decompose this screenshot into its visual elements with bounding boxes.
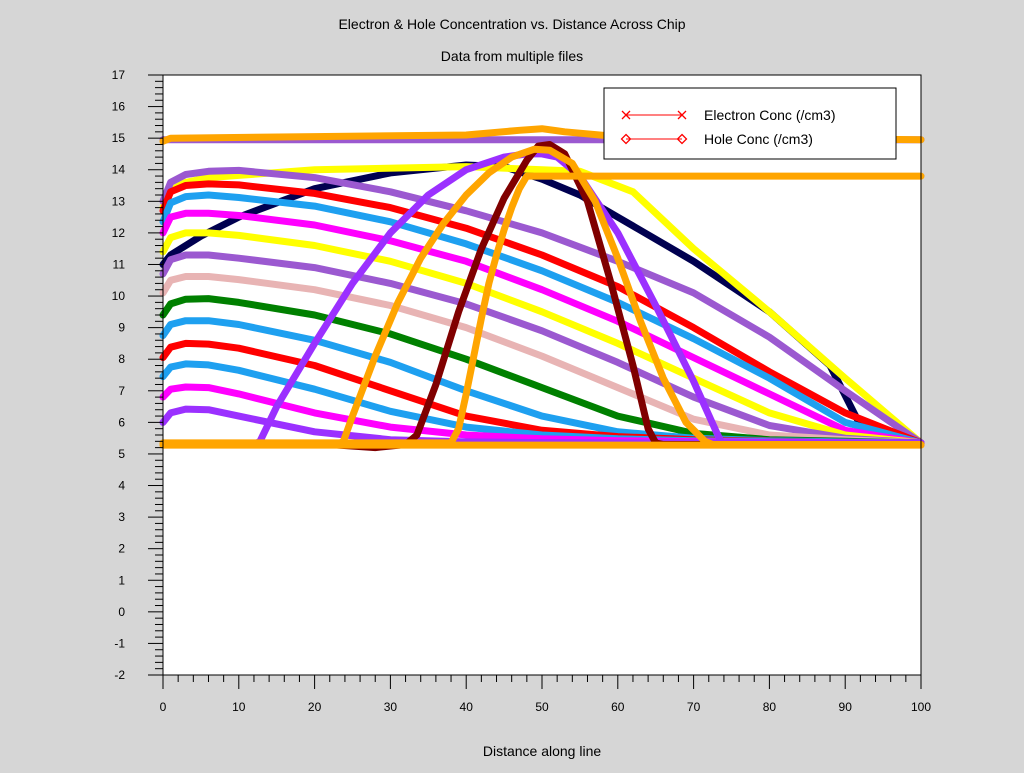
x-tick-label: 20: [308, 700, 322, 714]
y-tick-label: 15: [112, 131, 126, 145]
legend-box: [603, 87, 897, 160]
y-tick-label: 17: [112, 68, 126, 82]
x-axis-label: Distance along line: [483, 743, 602, 759]
series-line-6: [159, 180, 925, 447]
y-tick-label: 16: [112, 100, 126, 114]
series-line-20: [159, 145, 925, 448]
series-line-5: [159, 166, 925, 447]
x-tick-label: 10: [232, 700, 246, 714]
y-tick-label: 9: [118, 321, 125, 335]
legend-label-electron: Electron Conc (/cm3): [704, 107, 835, 123]
y-tick-label: 7: [118, 384, 125, 398]
y-tick-label: -2: [114, 668, 125, 682]
x-tick-label: 100: [911, 700, 931, 714]
legend-marker-x: [621, 110, 687, 120]
legend-marker-diamond: [620, 133, 688, 145]
series-layer: [159, 125, 925, 452]
x-tick-label: 0: [160, 700, 167, 714]
y-tick-label: 4: [118, 479, 125, 493]
y-tick-label: 0: [118, 605, 125, 619]
x-tick-label: 80: [763, 700, 777, 714]
y-tick-label: -1: [114, 636, 125, 650]
y-tick-label: 14: [112, 163, 126, 177]
series-line-10: [159, 251, 925, 447]
x-tick-label: 90: [839, 700, 853, 714]
x-tick-label: 30: [384, 700, 398, 714]
y-tick-label: 6: [118, 415, 125, 429]
y-tick-label: 12: [112, 226, 126, 240]
y-tick-label: 8: [118, 352, 125, 366]
y-tick-label: 10: [112, 289, 126, 303]
y-tick-label: 3: [118, 510, 125, 524]
plot-area: [163, 75, 921, 675]
chart-title: Electron & Hole Concentration vs. Distan…: [338, 16, 685, 32]
x-tick-label: 70: [687, 700, 701, 714]
series-line-21: [159, 172, 925, 447]
y-tick-label: 5: [118, 447, 125, 461]
legend-label-hole: Hole Conc (/cm3): [704, 131, 813, 147]
y-tick-label: 11: [113, 257, 126, 271]
y-tick-label: 13: [112, 194, 126, 208]
y-tick-label: 2: [118, 542, 125, 556]
x-tick-label: 60: [611, 700, 625, 714]
y-tick-label: 1: [118, 573, 125, 587]
x-tick-label: 50: [535, 700, 549, 714]
series-line-9: [159, 229, 925, 447]
series-line-7: [159, 191, 925, 447]
series-line-11: [159, 273, 925, 447]
chart-subtitle: Data from multiple files: [441, 48, 583, 64]
x-tick-label: 40: [460, 700, 474, 714]
legend: Electron Conc (/cm3) Hole Conc (/cm3): [603, 87, 897, 160]
